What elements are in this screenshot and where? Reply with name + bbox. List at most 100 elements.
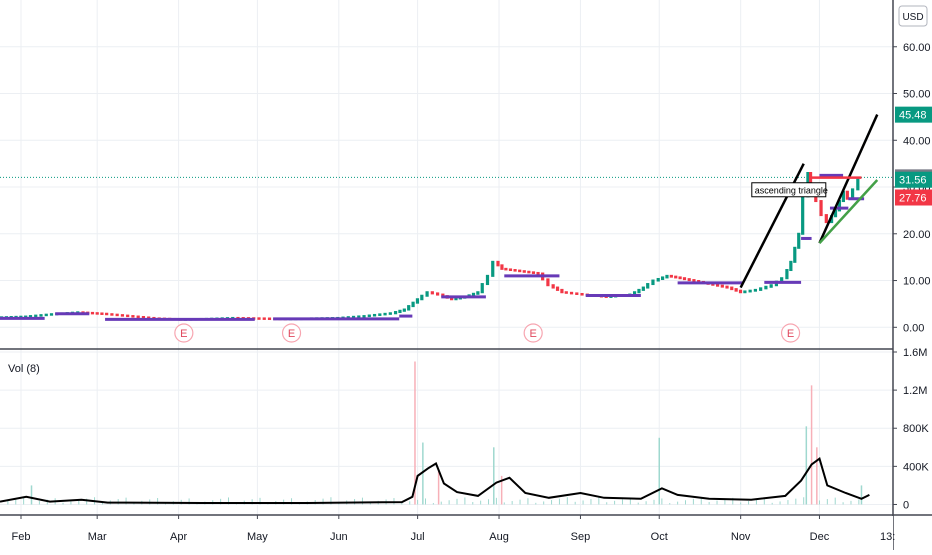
- price-candle: [357, 315, 361, 318]
- price-candle: [527, 270, 531, 274]
- price-candle: [398, 309, 402, 314]
- price-label-text: 31.56: [899, 175, 927, 187]
- earnings-marker[interactable]: [523, 323, 543, 343]
- price-candle: [569, 291, 574, 295]
- price-candle: [738, 289, 743, 294]
- price-candle: [692, 279, 696, 283]
- price-candle: [407, 305, 411, 311]
- volume-axis-label: 1.2M: [903, 385, 927, 397]
- price-candle: [147, 316, 151, 319]
- price-label-badge: [895, 189, 932, 206]
- price-candle: [126, 314, 130, 318]
- annotation-box[interactable]: [751, 182, 827, 198]
- price-candle: [536, 271, 540, 275]
- volume-ma-line: [0, 457, 870, 504]
- price-candle: [720, 284, 724, 288]
- price-candle: [785, 269, 789, 280]
- price-candle: [632, 291, 637, 296]
- price-candle: [845, 190, 849, 200]
- price-candle: [764, 285, 768, 290]
- earnings-marker-label: E: [530, 328, 537, 340]
- price-candle: [351, 315, 356, 319]
- price-candle: [660, 276, 665, 280]
- price-candle: [575, 292, 579, 295]
- price-candle: [110, 313, 114, 316]
- price-candle: [641, 286, 645, 291]
- price-candle: [49, 313, 54, 316]
- time-axis-panel[interactable]: [0, 516, 893, 550]
- price-candle: [95, 312, 99, 315]
- price-candle: [808, 172, 813, 189]
- time-axis-label: Dec: [810, 531, 830, 543]
- time-axis-label: Jun: [330, 531, 348, 543]
- price-candle: [402, 308, 406, 312]
- price-axis-panel[interactable]: [893, 0, 932, 550]
- price-candle: [393, 311, 398, 315]
- price-candle: [646, 283, 650, 289]
- price-candle: [388, 312, 392, 315]
- price-candle: [496, 260, 500, 267]
- price-axis-label: 40.00: [903, 135, 931, 147]
- price-candle: [797, 232, 801, 249]
- price-candle: [430, 291, 434, 295]
- price-candle: [367, 314, 371, 318]
- price-candle: [850, 188, 855, 200]
- price-candle: [801, 195, 805, 235]
- price-candle: [362, 315, 366, 318]
- price-candle: [759, 287, 763, 291]
- price-candle: [44, 313, 48, 317]
- trendline[interactable]: [818, 179, 879, 244]
- price-candle: [508, 268, 513, 272]
- price-candle: [580, 292, 584, 296]
- price-candle: [471, 292, 476, 297]
- price-label-text: 27.76: [899, 193, 927, 205]
- price-candle: [383, 312, 387, 316]
- time-axis-label: Apr: [170, 531, 187, 543]
- price-candle: [90, 311, 95, 315]
- price-candle: [734, 288, 738, 292]
- price-candle: [560, 288, 564, 294]
- price-candle: [257, 317, 261, 320]
- price-axis-label: 10.00: [903, 276, 931, 288]
- price-candle: [546, 278, 550, 287]
- price-candle: [28, 315, 33, 318]
- time-axis-label: Aug: [489, 531, 509, 543]
- price-axis-label: 50.00: [903, 89, 931, 101]
- price-candle: [420, 294, 424, 301]
- price-candle: [24, 315, 28, 319]
- volume-axis-label: 800K: [903, 423, 929, 435]
- volume-axis-label: 400K: [903, 461, 929, 473]
- trendline[interactable]: [739, 163, 805, 289]
- price-label-badge: [895, 171, 932, 188]
- price-candle: [564, 291, 568, 294]
- time-axis-label: Feb: [12, 531, 31, 543]
- price-candle: [651, 279, 655, 286]
- price-candle: [513, 269, 517, 272]
- earnings-marker[interactable]: [281, 323, 302, 343]
- price-candle: [476, 291, 480, 295]
- price-candle: [682, 277, 687, 281]
- earnings-marker[interactable]: [780, 323, 801, 343]
- price-candle: [637, 288, 641, 294]
- time-axis-label: Jul: [411, 531, 425, 543]
- price-candle: [372, 313, 377, 317]
- price-candle: [141, 316, 146, 319]
- price-candle: [522, 270, 526, 273]
- earnings-marker[interactable]: [174, 323, 194, 343]
- price-candle: [34, 314, 38, 318]
- price-candle: [518, 269, 522, 273]
- annotation-text: ascending triangle: [755, 185, 828, 195]
- earnings-marker-label: E: [288, 328, 295, 340]
- price-candle: [415, 298, 420, 304]
- price-candle: [841, 190, 845, 203]
- price-label-text: 45.48: [899, 110, 927, 122]
- currency-button[interactable]: [898, 5, 928, 27]
- price-candle: [480, 283, 484, 294]
- volume-axis-label: 0: [903, 499, 909, 511]
- price-candle: [491, 260, 495, 277]
- price-candle: [837, 200, 842, 212]
- price-candle: [725, 285, 729, 289]
- price-candle: [136, 315, 140, 319]
